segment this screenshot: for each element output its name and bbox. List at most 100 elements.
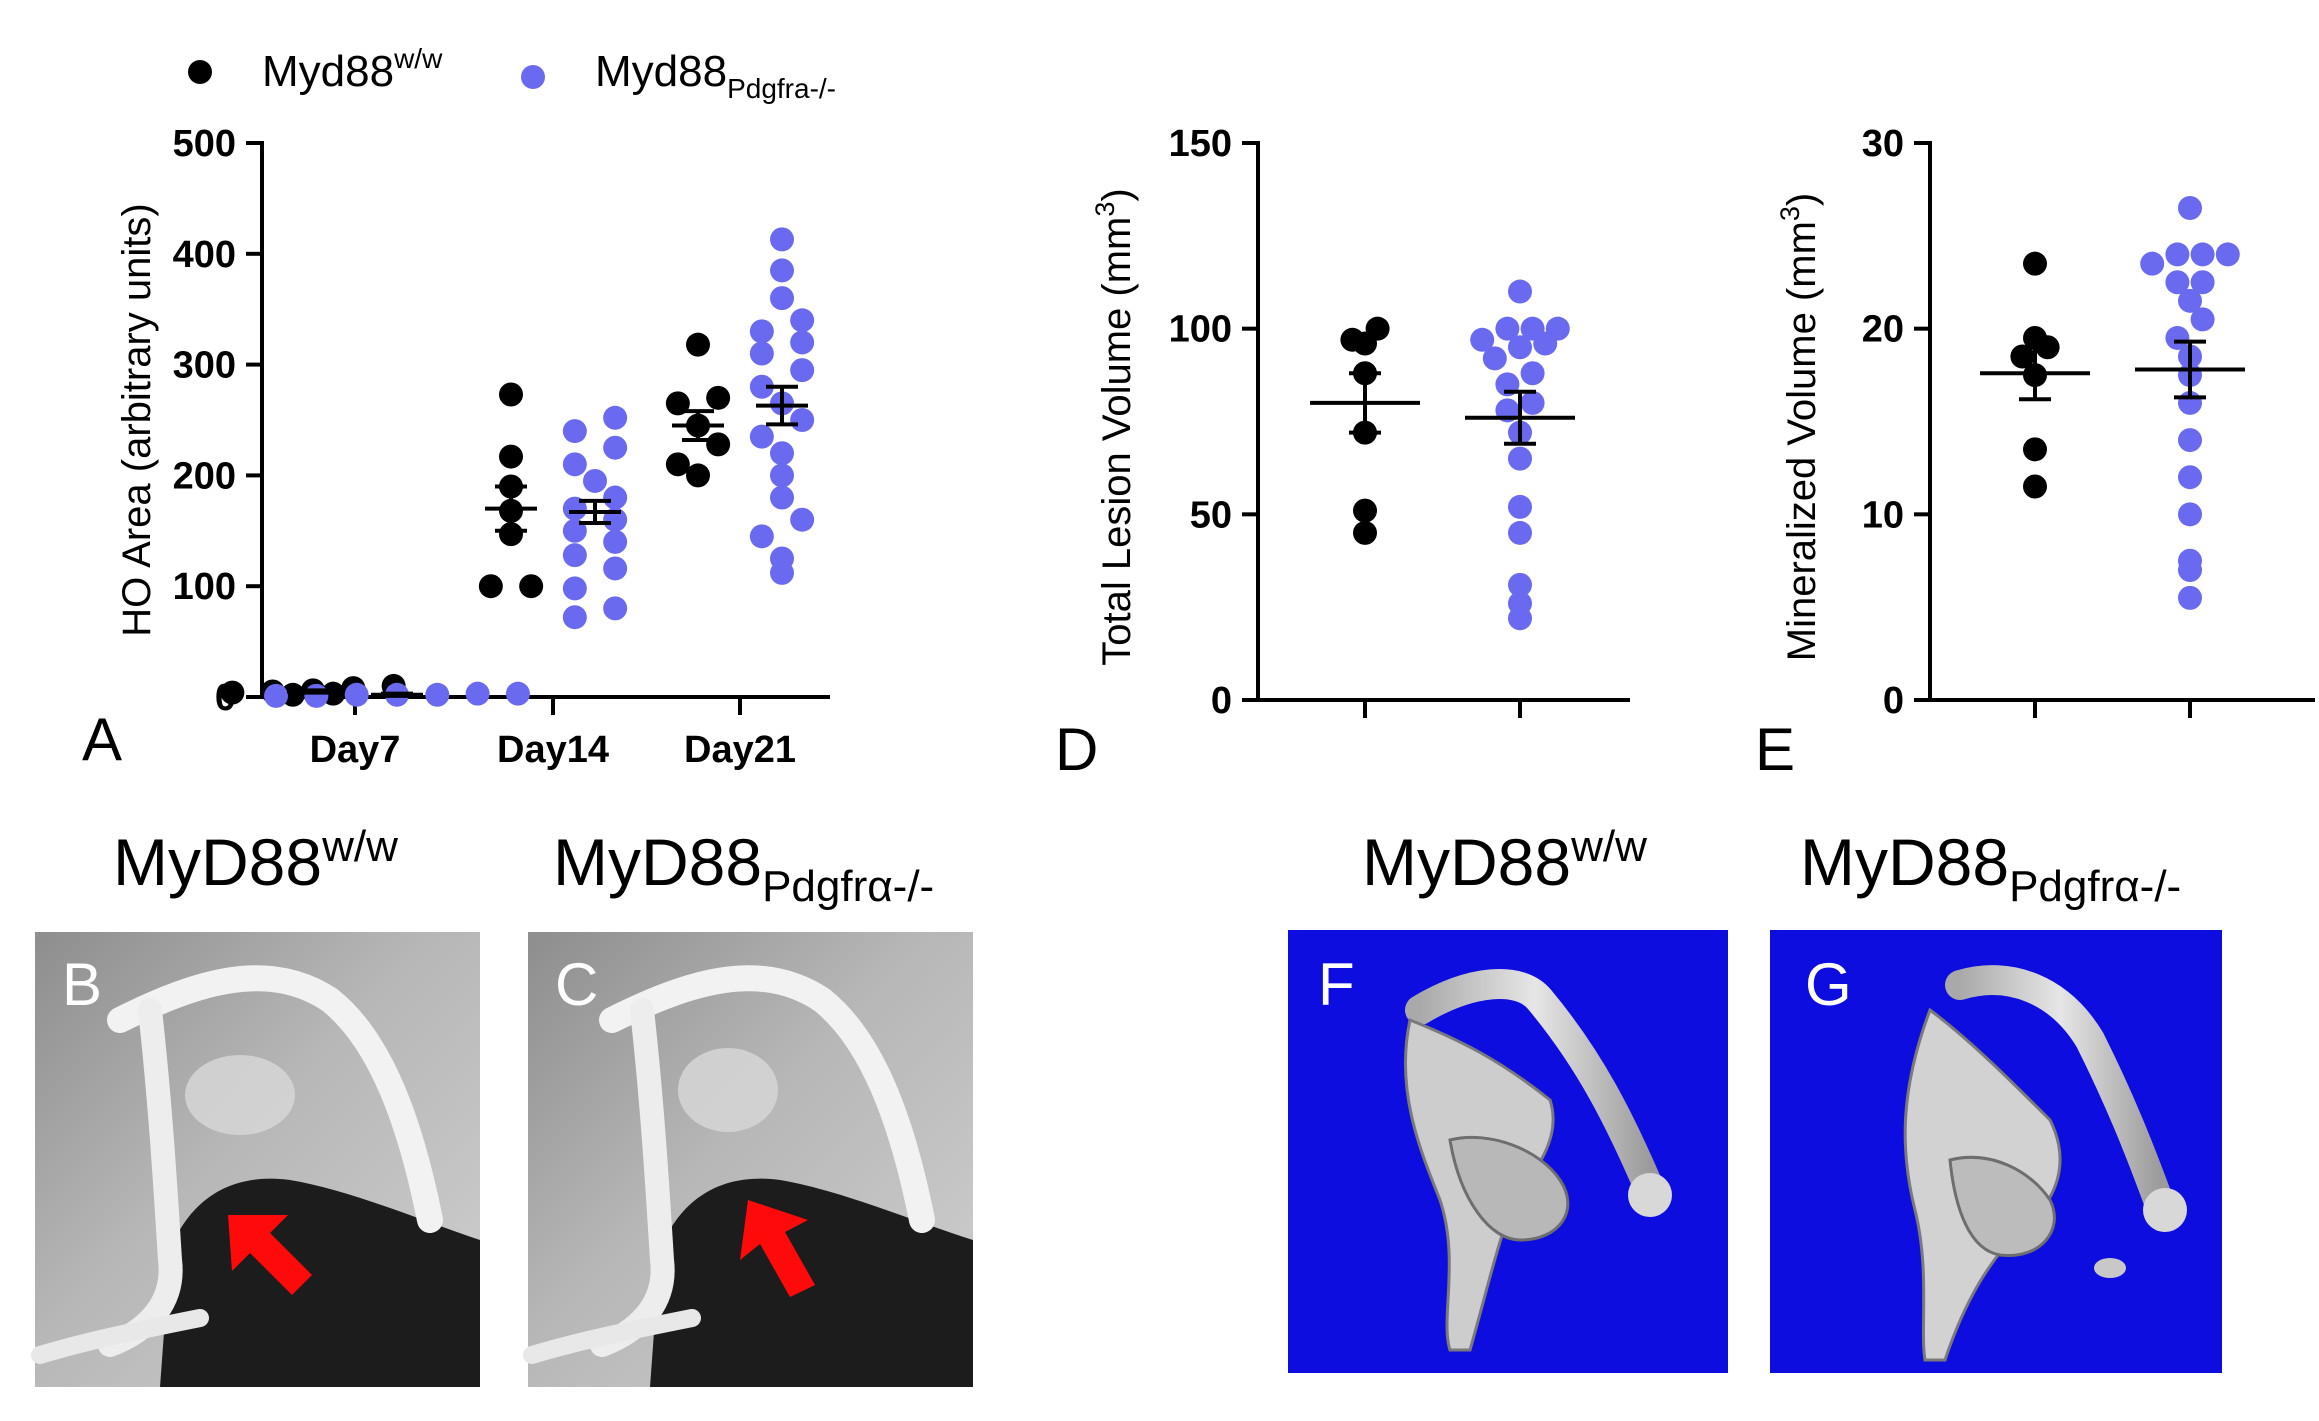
- panel-g-letter: G: [1805, 951, 1852, 1018]
- chart-d-point-series0: [1353, 520, 1377, 545]
- chart-a-point-series1: [790, 358, 815, 383]
- chart-a-point-series1: [562, 543, 587, 568]
- chart-e-point-series1: [2178, 288, 2202, 313]
- title-c: MyD88Pdgfrα-/-: [553, 825, 934, 911]
- chart-a-point-series1: [790, 308, 815, 333]
- chart-a-point-series1: [770, 258, 794, 283]
- title-b: MyD88w/w: [113, 822, 398, 899]
- chart-d-point-series1: [1520, 361, 1545, 386]
- ct-image-f: F: [1288, 930, 1728, 1373]
- chart-a-marks: [220, 227, 815, 708]
- chart-a-ytick-label: 300: [173, 345, 236, 387]
- chart-a-point-series0: [706, 432, 731, 457]
- chart-e: 0 10 20 30 Mineralized Volume (mm3): [1775, 123, 2315, 722]
- chart-a: 0100200300400500Day7Day14Day21 HO Area (…: [115, 123, 830, 771]
- chart-a-point-series1: [562, 605, 587, 630]
- chart-e-point-series0: [2023, 251, 2047, 276]
- chart-a-point-series1: [603, 435, 628, 460]
- chart-d: 0 50 100 150 Total Lesion Volume (mm3): [1090, 123, 1630, 722]
- chart-a-point-series1: [749, 424, 774, 449]
- chart-e-point-series1: [2215, 242, 2240, 267]
- ct-image-g: G: [1770, 930, 2222, 1373]
- chart-d-point-series1: [1508, 494, 1532, 519]
- panel-f-letter: F: [1318, 951, 1355, 1018]
- chart-a-ytick-label: 100: [173, 566, 236, 608]
- chart-d-point-series1: [1482, 346, 1507, 371]
- chart-a-xtick-label: Day14: [497, 729, 609, 771]
- chart-e-ylabel: Mineralized Volume (mm3): [1775, 193, 1824, 662]
- chart-a-point-series1: [790, 330, 815, 355]
- chart-e-point-series1: [2178, 428, 2202, 453]
- chart-d-point-series1: [1495, 316, 1520, 341]
- title-b-name: MyD88: [113, 825, 322, 899]
- chart-e-point-series1: [2178, 195, 2202, 220]
- chart-d-ytick-label: 0: [1211, 680, 1232, 722]
- panel-d-letter: D: [1055, 716, 1098, 783]
- chart-d-point-series1: [1533, 331, 1558, 356]
- chart-a-xtick-label: Day21: [684, 729, 796, 771]
- chart-d-point-series0: [1353, 498, 1377, 523]
- chart-a-point-series0: [686, 463, 710, 488]
- chart-d-ylabel: Total Lesion Volume (mm3): [1090, 188, 1139, 665]
- chart-a-point-series0: [665, 452, 690, 477]
- chart-e-point-series1: [2140, 251, 2165, 276]
- chart-e-point-series1: [2165, 270, 2190, 295]
- chart-a-point-series0: [220, 680, 245, 705]
- chart-a-point-series1: [770, 441, 794, 466]
- legend-wt-name: Myd88: [262, 47, 394, 96]
- chart-e-point-series1: [2178, 465, 2202, 490]
- chart-d-ytick-label: 100: [1169, 309, 1232, 351]
- chart-d-point-series1: [1470, 327, 1495, 352]
- panel-e-letter: E: [1755, 716, 1795, 783]
- chart-a-point-series1: [749, 374, 774, 399]
- chart-e-point-series0: [2010, 344, 2035, 369]
- chart-a-point-series1: [505, 681, 530, 706]
- chart-a-point-series1: [425, 682, 450, 707]
- chart-a-point-series1: [583, 468, 607, 493]
- panel-c-letter: C: [555, 951, 598, 1018]
- chart-d-point-series1: [1508, 520, 1532, 545]
- chart-e-marks: [1980, 195, 2245, 610]
- chart-a-point-series1: [465, 681, 490, 706]
- chart-e-ytick-label: 10: [1862, 494, 1904, 536]
- title-f-name: MyD88: [1362, 825, 1571, 899]
- chart-d-marks: [1310, 279, 1575, 631]
- chart-a-point-series1: [749, 319, 774, 344]
- chart-d-ytick-label: 150: [1169, 123, 1232, 165]
- chart-e-point-series1: [2178, 558, 2202, 583]
- chart-a-point-series0: [519, 574, 544, 599]
- arrow-icon-b: [228, 1215, 312, 1295]
- chart-d-point-series1: [1508, 572, 1532, 597]
- xray-image-b: B: [31, 932, 480, 1387]
- chart-a-point-series1: [562, 452, 587, 477]
- title-c-sub: Pdgfrα-/-: [762, 862, 934, 911]
- chart-a-point-series1: [749, 524, 774, 549]
- legend-ko-label: Myd88Pdgfra-/-: [595, 47, 836, 104]
- chart-e-ytick-label: 30: [1862, 123, 1904, 165]
- chart-e-point-series1: [2190, 242, 2215, 267]
- legend-wt-label: Myd88w/w: [262, 43, 443, 96]
- chart-a-point-series1: [603, 529, 628, 554]
- chart-d-point-series1: [1508, 335, 1532, 360]
- chart-a-point-series1: [770, 227, 794, 252]
- panel-a-letter: A: [82, 706, 122, 773]
- chart-a-point-series1: [749, 341, 774, 366]
- chart-a-point-series1: [603, 485, 628, 510]
- chart-e-point-series1: [2190, 307, 2215, 332]
- chart-d-axes: 0 50 100 150: [1169, 123, 1630, 722]
- chart-d-point-series0: [1353, 331, 1377, 356]
- chart-a-point-series0: [706, 385, 731, 410]
- chart-a-ylabel: HO Area (arbitrary units): [115, 203, 159, 636]
- chart-a-point-series1: [562, 576, 587, 601]
- chart-a-axes: 0100200300400500Day7Day14Day21: [173, 123, 830, 771]
- chart-a-point-series1: [790, 408, 815, 432]
- chart-e-point-series0: [2023, 474, 2047, 499]
- chart-e-point-series0: [2023, 437, 2047, 462]
- chart-a-ytick-label: 400: [173, 234, 236, 276]
- legend-wt-sup: w/w: [393, 43, 443, 74]
- chart-a-point-series1: [603, 596, 628, 621]
- chart-a-xtick-label: Day7: [310, 729, 401, 771]
- chart-a-point-series1: [603, 405, 628, 430]
- chart-e-point-series1: [2165, 242, 2190, 267]
